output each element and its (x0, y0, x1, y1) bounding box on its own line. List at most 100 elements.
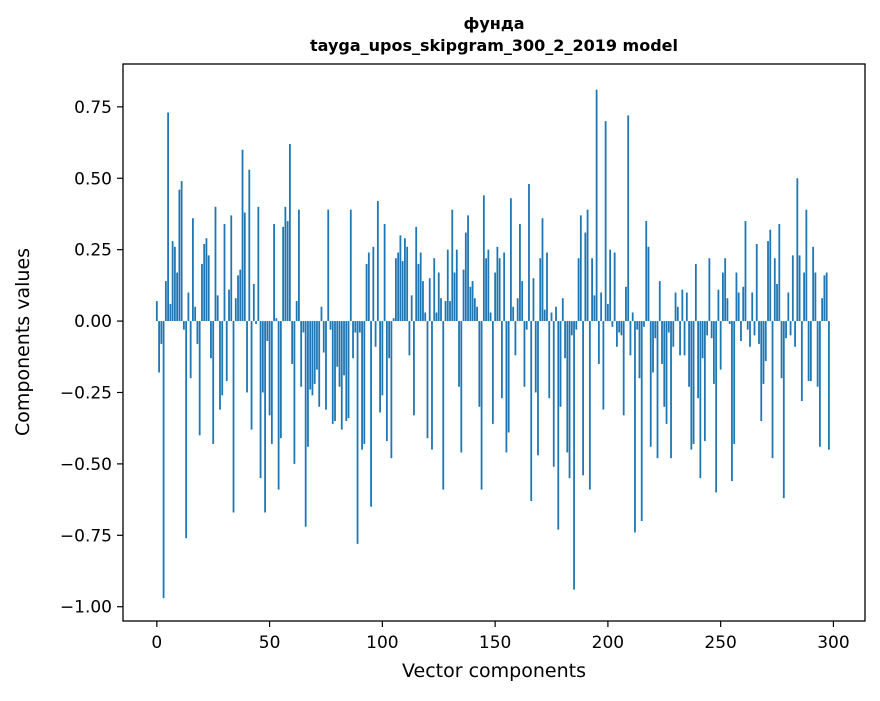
bar (683, 321, 686, 356)
bar (703, 321, 706, 442)
bar (825, 272, 828, 322)
bar (519, 223, 521, 322)
bar (753, 321, 756, 336)
bar (616, 321, 618, 347)
bar (343, 321, 345, 376)
bar (679, 321, 681, 356)
bar (489, 312, 492, 322)
bar (327, 209, 330, 322)
bar (284, 206, 287, 322)
bar (232, 321, 235, 513)
bar (404, 238, 406, 322)
bar (546, 252, 548, 322)
bar (261, 321, 264, 393)
bar (397, 252, 400, 322)
bar (528, 183, 530, 322)
bar (787, 292, 790, 322)
bar (252, 283, 255, 322)
bar (485, 258, 487, 322)
bar (708, 258, 711, 322)
bar (453, 272, 456, 322)
bar (710, 321, 713, 339)
bar (300, 321, 303, 387)
bar (719, 321, 722, 370)
bar (239, 269, 242, 322)
bar (176, 272, 179, 322)
bar (270, 321, 273, 444)
bar (304, 321, 307, 527)
bar (460, 321, 463, 453)
bar (818, 321, 821, 447)
bar (548, 321, 551, 399)
bar (688, 321, 690, 387)
bar (724, 258, 727, 322)
bar (665, 321, 668, 424)
bar (288, 143, 291, 322)
bar (791, 255, 794, 322)
bar (399, 235, 402, 322)
y-tick-label: −1.00 (60, 598, 112, 618)
bar (374, 321, 377, 347)
bar (264, 321, 266, 513)
bar (814, 272, 817, 322)
bar (602, 321, 605, 410)
bar (182, 321, 185, 330)
bar (503, 252, 506, 322)
y-ticks-group: −1.00 −0.75 −0.50 −0.25 0.00 0.25 0.50 0.75 (60, 98, 123, 618)
bar (622, 321, 625, 416)
bar (189, 321, 192, 379)
bar (313, 321, 316, 384)
bar (525, 321, 528, 330)
bar (363, 321, 366, 444)
bar (717, 289, 720, 322)
bar (478, 321, 481, 407)
bar (291, 321, 294, 364)
y-tick-label: −0.50 (60, 455, 112, 475)
bar (268, 321, 271, 416)
bar (329, 321, 332, 330)
bar (158, 321, 160, 373)
y-tick-label: 0.00 (74, 312, 112, 332)
bar (228, 289, 230, 322)
bar (383, 223, 386, 322)
bar (178, 189, 181, 322)
bar (322, 321, 325, 353)
bar (451, 209, 454, 322)
bar (807, 321, 810, 382)
bar (561, 298, 564, 322)
bar (358, 321, 361, 333)
bar (597, 321, 600, 364)
bar (690, 321, 693, 450)
bar (293, 321, 296, 464)
bar (613, 252, 616, 322)
bar (812, 246, 815, 322)
bar (210, 321, 212, 359)
bar (505, 321, 508, 453)
bar (356, 321, 359, 544)
bar (555, 306, 557, 322)
bar (464, 232, 467, 322)
y-tick-label: 0.25 (74, 241, 112, 261)
bar (681, 289, 684, 322)
bar (534, 321, 537, 393)
x-tick-label: 250 (704, 633, 736, 653)
bar (394, 258, 397, 322)
bar (433, 258, 436, 322)
bar (428, 278, 431, 322)
bar (320, 306, 323, 322)
bar (205, 238, 208, 322)
bar (223, 223, 226, 322)
bar (440, 298, 442, 322)
bar (221, 321, 224, 396)
bar (248, 169, 251, 322)
bar (575, 321, 578, 330)
bar (230, 215, 233, 322)
bar (584, 232, 587, 322)
bar (216, 295, 219, 322)
x-axis-label: Vector components (402, 660, 586, 682)
bar (591, 258, 593, 322)
bar (537, 321, 539, 456)
bar (462, 269, 465, 322)
bar (758, 321, 760, 344)
